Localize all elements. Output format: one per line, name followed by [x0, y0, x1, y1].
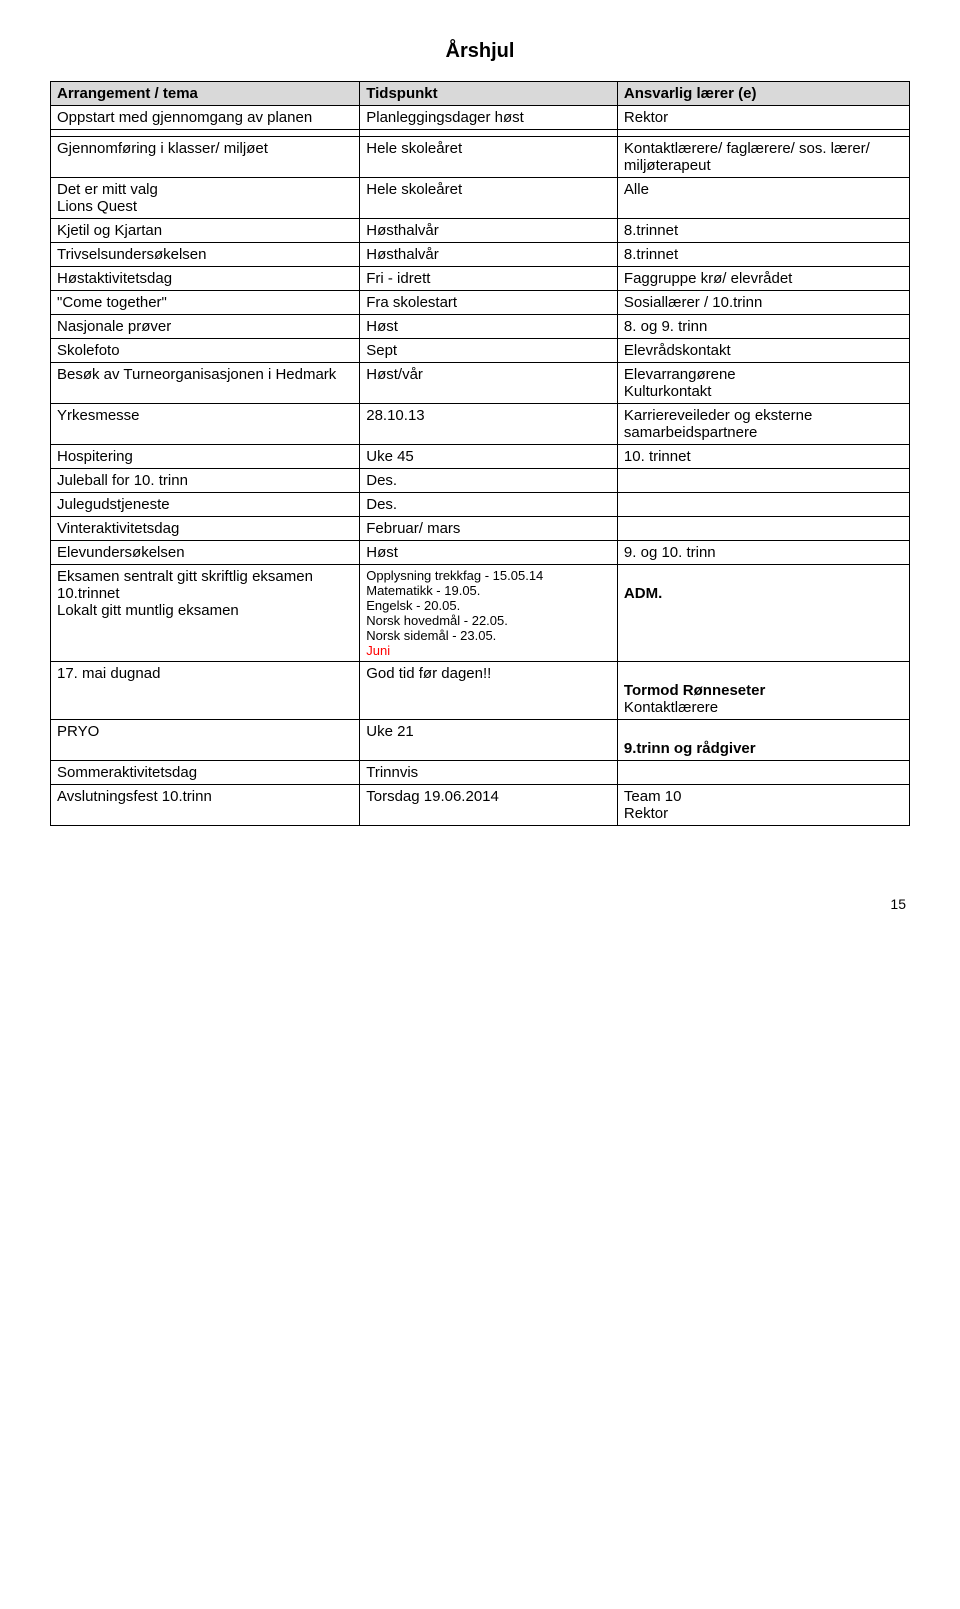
cell: Team 10 Rektor: [617, 785, 909, 826]
cell: ADM.: [617, 565, 909, 662]
table-row-eksamen: Eksamen sentralt gitt skriftlig eksamen …: [51, 565, 910, 662]
cell: Elevundersøkelsen: [51, 541, 360, 565]
cell: Hospitering: [51, 445, 360, 469]
cell: Trinnvis: [360, 761, 618, 785]
table-row: Det er mitt valg Lions QuestHele skoleår…: [51, 178, 910, 219]
cell: [617, 517, 909, 541]
col-header-1: Arrangement / tema: [51, 82, 360, 106]
cell: [617, 761, 909, 785]
cell: Uke 21: [360, 720, 618, 761]
cell: Des.: [360, 493, 618, 517]
cell: Faggruppe krø/ elevrådet: [617, 267, 909, 291]
cell: Eksamen sentralt gitt skriftlig eksamen …: [51, 565, 360, 662]
cell: God tid før dagen!!: [360, 662, 618, 720]
cell: Juleball for 10. trinn: [51, 469, 360, 493]
table-row: VinteraktivitetsdagFebruar/ mars: [51, 517, 910, 541]
cell: Planleggingsdager høst: [360, 106, 618, 130]
cell: Hele skoleåret: [360, 178, 618, 219]
cell: [617, 130, 909, 137]
page-title: Årshjul: [50, 40, 910, 63]
cell: Det er mitt valg Lions Quest: [51, 178, 360, 219]
cell: Julegudstjeneste: [51, 493, 360, 517]
table-row: Juleball for 10. trinnDes.: [51, 469, 910, 493]
cell: 8.trinnet: [617, 219, 909, 243]
arshjul-table: Arrangement / tema Tidspunkt Ansvarlig l…: [50, 81, 910, 826]
cell: Vinteraktivitetsdag: [51, 517, 360, 541]
cell: Yrkesmesse: [51, 404, 360, 445]
cell: Sept: [360, 339, 618, 363]
table-row: Gjennomføring i klasser/ miljøetHele sko…: [51, 137, 910, 178]
cell: Rektor: [617, 106, 909, 130]
cell: Høstaktivitetsdag: [51, 267, 360, 291]
cell: Sommeraktivitetsdag: [51, 761, 360, 785]
cell: [617, 469, 909, 493]
table-row-dugnad: 17. mai dugnadGod tid før dagen!!Tormod …: [51, 662, 910, 720]
table-row: "Come together"Fra skolestartSosiallærer…: [51, 291, 910, 315]
cell: Fra skolestart: [360, 291, 618, 315]
cell: Des.: [360, 469, 618, 493]
cell: 9.trinn og rådgiver: [617, 720, 909, 761]
cell: Februar/ mars: [360, 517, 618, 541]
cell: PRYO: [51, 720, 360, 761]
cell: Kontaktlærere/ faglærere/ sos. lærer/ mi…: [617, 137, 909, 178]
cell: 10. trinnet: [617, 445, 909, 469]
cell: 8.trinnet: [617, 243, 909, 267]
table-row: Avslutningsfest 10.trinnTorsdag 19.06.20…: [51, 785, 910, 826]
cell: Skolefoto: [51, 339, 360, 363]
cell: Torsdag 19.06.2014: [360, 785, 618, 826]
table-row: JulegudstjenesteDes.: [51, 493, 910, 517]
cell: Karriereveileder og eksterne samarbeidsp…: [617, 404, 909, 445]
cell: Høsthalvår: [360, 219, 618, 243]
col-header-3: Ansvarlig lærer (e): [617, 82, 909, 106]
col-header-2: Tidspunkt: [360, 82, 618, 106]
cell: Trivselsundersøkelsen: [51, 243, 360, 267]
cell: Høst: [360, 541, 618, 565]
cell: 17. mai dugnad: [51, 662, 360, 720]
cell: Hele skoleåret: [360, 137, 618, 178]
table-row: Kjetil og KjartanHøsthalvår8.trinnet: [51, 219, 910, 243]
cell: Høst/vår: [360, 363, 618, 404]
cell: Tormod RønneseterKontaktlærere: [617, 662, 909, 720]
table-row-pryo: PRYOUke 219.trinn og rådgiver: [51, 720, 910, 761]
cell: Oppstart med gjennomgang av planen: [51, 106, 360, 130]
cell: 8. og 9. trinn: [617, 315, 909, 339]
table-row: ElevundersøkelsenHøst9. og 10. trinn: [51, 541, 910, 565]
table-row: Besøk av Turneorganisasjonen i HedmarkHø…: [51, 363, 910, 404]
cell: "Come together": [51, 291, 360, 315]
cell: Avslutningsfest 10.trinn: [51, 785, 360, 826]
cell: Besøk av Turneorganisasjonen i Hedmark: [51, 363, 360, 404]
cell: Høst: [360, 315, 618, 339]
table-row: SommeraktivitetsdagTrinnvis: [51, 761, 910, 785]
table-row: SkolefotoSeptElevrådskontakt: [51, 339, 910, 363]
table-row: [51, 130, 910, 137]
cell: Alle: [617, 178, 909, 219]
cell: [51, 130, 360, 137]
table-row: Yrkesmesse28.10.13Karriereveileder og ek…: [51, 404, 910, 445]
cell: [360, 130, 618, 137]
juni-label: Juni: [366, 643, 390, 658]
table-row: TrivselsundersøkelsenHøsthalvår8.trinnet: [51, 243, 910, 267]
cell: Kjetil og Kjartan: [51, 219, 360, 243]
cell: Opplysning trekkfag - 15.05.14Matematikk…: [360, 565, 618, 662]
table-row: HøstaktivitetsdagFri - idrettFaggruppe k…: [51, 267, 910, 291]
cell: Gjennomføring i klasser/ miljøet: [51, 137, 360, 178]
page-number: 15: [50, 896, 910, 912]
cell: Fri - idrett: [360, 267, 618, 291]
table-row: HospiteringUke 4510. trinnet: [51, 445, 910, 469]
table-row: Nasjonale prøverHøst8. og 9. trinn: [51, 315, 910, 339]
cell: Sosiallærer / 10.trinn: [617, 291, 909, 315]
cell: Nasjonale prøver: [51, 315, 360, 339]
cell: Uke 45: [360, 445, 618, 469]
table-header-row: Arrangement / tema Tidspunkt Ansvarlig l…: [51, 82, 910, 106]
cell: 9. og 10. trinn: [617, 541, 909, 565]
cell: Elevrådskontakt: [617, 339, 909, 363]
cell: [617, 493, 909, 517]
cell: 28.10.13: [360, 404, 618, 445]
cell: Høsthalvår: [360, 243, 618, 267]
table-row: Oppstart med gjennomgang av planenPlanle…: [51, 106, 910, 130]
cell: Elevarrangørene Kulturkontakt: [617, 363, 909, 404]
